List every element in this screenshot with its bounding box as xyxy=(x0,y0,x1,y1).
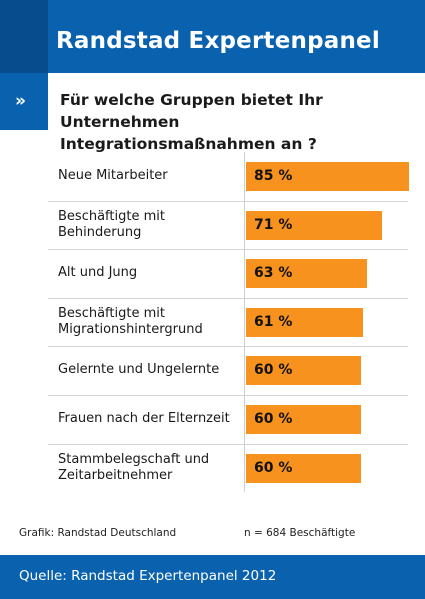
source-note: Quelle: Randstad Expertenpanel 2012 xyxy=(19,568,277,584)
bar-value-label: 61 % xyxy=(254,313,293,330)
category-label: Alt und Jung xyxy=(58,265,243,281)
chart-axis-line xyxy=(244,152,245,492)
chart-question-line-2: Integrationsmaßnahmen an ? xyxy=(60,135,317,153)
bar xyxy=(246,162,409,191)
row-divider xyxy=(48,200,408,202)
header-banner: Randstad Expertenpanel xyxy=(0,0,425,73)
chart-row: Gelernte und Ungelernte 60 % xyxy=(48,346,408,394)
category-label-line: Stammbelegschaft und xyxy=(58,451,210,467)
bar-value-label: 63 % xyxy=(254,265,293,282)
category-label-line: Behinderung xyxy=(58,224,142,240)
category-label: Neue Mitarbeiter xyxy=(58,168,243,184)
bar xyxy=(246,307,363,337)
header-accent-block xyxy=(0,0,48,73)
category-label-line: Frauen nach der Elternzeit xyxy=(58,411,230,426)
page-title: Randstad Expertenpanel xyxy=(56,28,380,54)
chart-row: Beschäftigte mit Migrationshintergrund 61 … xyxy=(48,298,408,346)
category-label: Gelernte und Ungelernte xyxy=(58,362,243,378)
category-label-line: Zeitarbeitnehmer xyxy=(58,467,173,483)
chart-question-line-1: Für welche Gruppen bietet Ihr Unternehme… xyxy=(60,91,323,131)
bar xyxy=(246,453,362,483)
chart-question: Für welche Gruppen bietet Ihr Unternehme… xyxy=(60,89,420,155)
category-label-line: Migrationshintergrund xyxy=(58,321,203,337)
chart-row: Neue Mitarbeiter 85 % xyxy=(48,152,409,200)
bar-value-label: 85 % xyxy=(254,168,293,184)
footer-banner: Quelle: Randstad Expertenpanel 2012 xyxy=(0,555,425,599)
category-label-line: Gelernte und Ungelernte xyxy=(58,362,220,378)
category-label: Stammbelegschaft und Zeitarbeitnehmer xyxy=(58,452,243,484)
bar xyxy=(246,259,367,289)
question-marker-block: » xyxy=(0,73,48,130)
row-divider xyxy=(48,395,408,396)
double-chevron-icon: » xyxy=(15,91,26,111)
row-divider xyxy=(48,249,408,251)
graphic-credit: Grafik: Randstad Deutschland xyxy=(19,527,177,539)
row-divider xyxy=(48,443,408,445)
chart-row: Stammbelegschaft und Zeitarbeitnehmer 60 % xyxy=(48,444,408,492)
bar-value-label: 60 % xyxy=(254,459,293,476)
bar-value-label: 60 % xyxy=(254,362,293,379)
bar-value-label: 60 % xyxy=(254,411,293,427)
category-label-line: Alt und Jung xyxy=(58,265,138,281)
bar-chart: Neue Mitarbeiter 85 % Beschäftigte mit Behi… xyxy=(48,152,420,492)
bar-value-label: 71 % xyxy=(254,216,293,233)
chart-row: Beschäftigte mit Behinderung 71 % xyxy=(48,201,408,249)
bar xyxy=(246,210,383,240)
sample-size-note: n = 684 Beschäftigte xyxy=(244,527,356,539)
category-label-line: Beschäftigte mit xyxy=(58,208,165,224)
category-label: Beschäftigte mit Migrationshintergrund xyxy=(58,306,243,338)
bar xyxy=(246,356,362,386)
row-divider xyxy=(48,346,408,348)
chart-row: Frauen nach der Elternzeit 60 % xyxy=(48,395,408,443)
bar xyxy=(246,405,362,434)
category-label-line: Beschäftigte mit xyxy=(58,305,165,321)
category-label-line: Neue Mitarbeiter xyxy=(58,168,168,183)
chart-row: Alt und Jung 63 % xyxy=(48,249,408,297)
category-label: Frauen nach der Elternzeit xyxy=(58,411,243,427)
row-divider xyxy=(48,297,408,299)
category-label: Beschäftigte mit Behinderung xyxy=(58,209,243,241)
